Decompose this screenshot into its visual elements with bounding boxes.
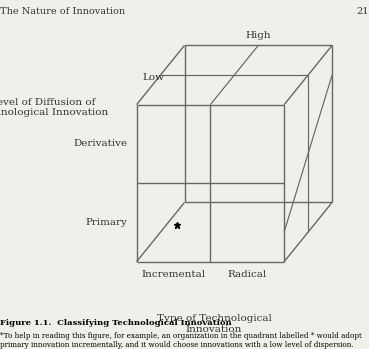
- Text: 21: 21: [356, 7, 369, 16]
- Text: Low: Low: [142, 73, 164, 82]
- Text: Primary: Primary: [86, 218, 127, 227]
- Text: Radical: Radical: [228, 270, 267, 280]
- Text: Level of Diffusion of
Technological Innovation: Level of Diffusion of Technological Inno…: [0, 98, 108, 117]
- Text: Figure 1.1.  Classifying Technological Innovation: Figure 1.1. Classifying Technological In…: [0, 319, 232, 327]
- Text: High: High: [245, 31, 271, 40]
- Text: Incremental: Incremental: [141, 270, 206, 280]
- Text: *To help in reading this figure, for example, an organization in the quadrant la: *To help in reading this figure, for exa…: [0, 332, 362, 349]
- Text: Derivative: Derivative: [73, 140, 127, 148]
- Text: Type of Technological
Innovation: Type of Technological Innovation: [156, 314, 272, 334]
- Text: The Nature of Innovation: The Nature of Innovation: [0, 7, 125, 16]
